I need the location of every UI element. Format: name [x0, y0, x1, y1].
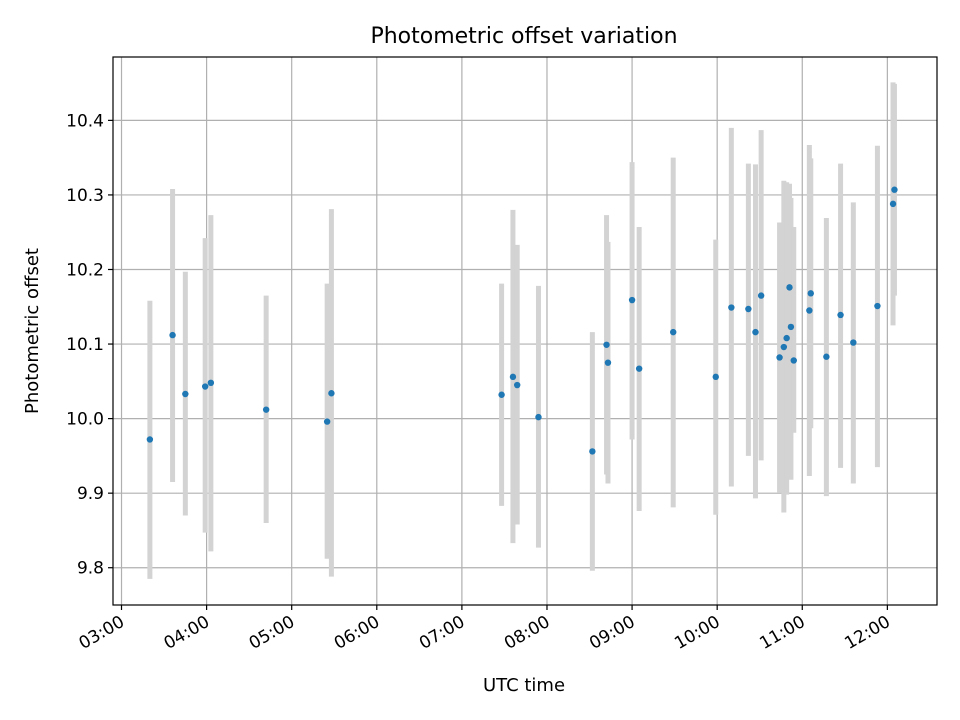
data-point	[201, 383, 209, 390]
y-axis-label: Photometric offset	[22, 248, 43, 414]
y-tick-label: 9.8	[77, 559, 104, 579]
data-point	[604, 359, 612, 366]
data-point	[262, 406, 270, 413]
data-points	[146, 186, 898, 455]
plot-frame	[112, 56, 938, 606]
data-point	[874, 302, 881, 310]
data-point	[535, 413, 542, 421]
data-point	[752, 328, 759, 336]
data-point	[712, 373, 719, 381]
grid	[113, 57, 937, 605]
data-point	[169, 331, 176, 339]
data-point	[806, 307, 813, 314]
data-point	[780, 343, 788, 351]
data-point	[207, 379, 215, 387]
y-tick-label: 10.3	[66, 186, 104, 206]
data-point	[635, 365, 643, 372]
data-point	[603, 341, 610, 348]
y-tick-label: 9.9	[77, 484, 104, 504]
y-tick-label: 10.1	[66, 335, 104, 355]
data-point	[509, 373, 517, 381]
data-point	[670, 328, 677, 336]
data-point	[889, 200, 897, 208]
data-point	[513, 381, 521, 389]
data-point	[628, 296, 636, 304]
data-point	[823, 353, 830, 360]
data-point	[786, 284, 793, 291]
data-point	[787, 323, 795, 331]
data-point	[891, 186, 898, 193]
data-point	[323, 418, 331, 425]
data-point	[837, 311, 844, 319]
data-point	[807, 290, 814, 297]
data-point	[776, 354, 783, 361]
data-point	[783, 334, 790, 342]
data-point	[757, 292, 765, 299]
data-point	[182, 390, 189, 398]
data-point	[498, 391, 505, 398]
y-tick-label: 10.4	[66, 111, 104, 131]
y-tick-label: 10.0	[66, 410, 104, 430]
data-point	[850, 339, 857, 346]
data-point	[790, 357, 797, 364]
data-point	[146, 436, 154, 443]
y-tick-label: 10.2	[66, 260, 104, 280]
data-point	[589, 448, 596, 455]
y-axis-ticks: 9.8 9.9 10.0 10.1 10.2 10.3 10.4	[66, 111, 113, 579]
data-point	[728, 304, 735, 311]
data-point	[328, 390, 335, 397]
data-point	[745, 305, 752, 313]
chart-title: Photometric offset variation	[370, 24, 677, 49]
x-axis-label: UTC time	[483, 675, 565, 696]
